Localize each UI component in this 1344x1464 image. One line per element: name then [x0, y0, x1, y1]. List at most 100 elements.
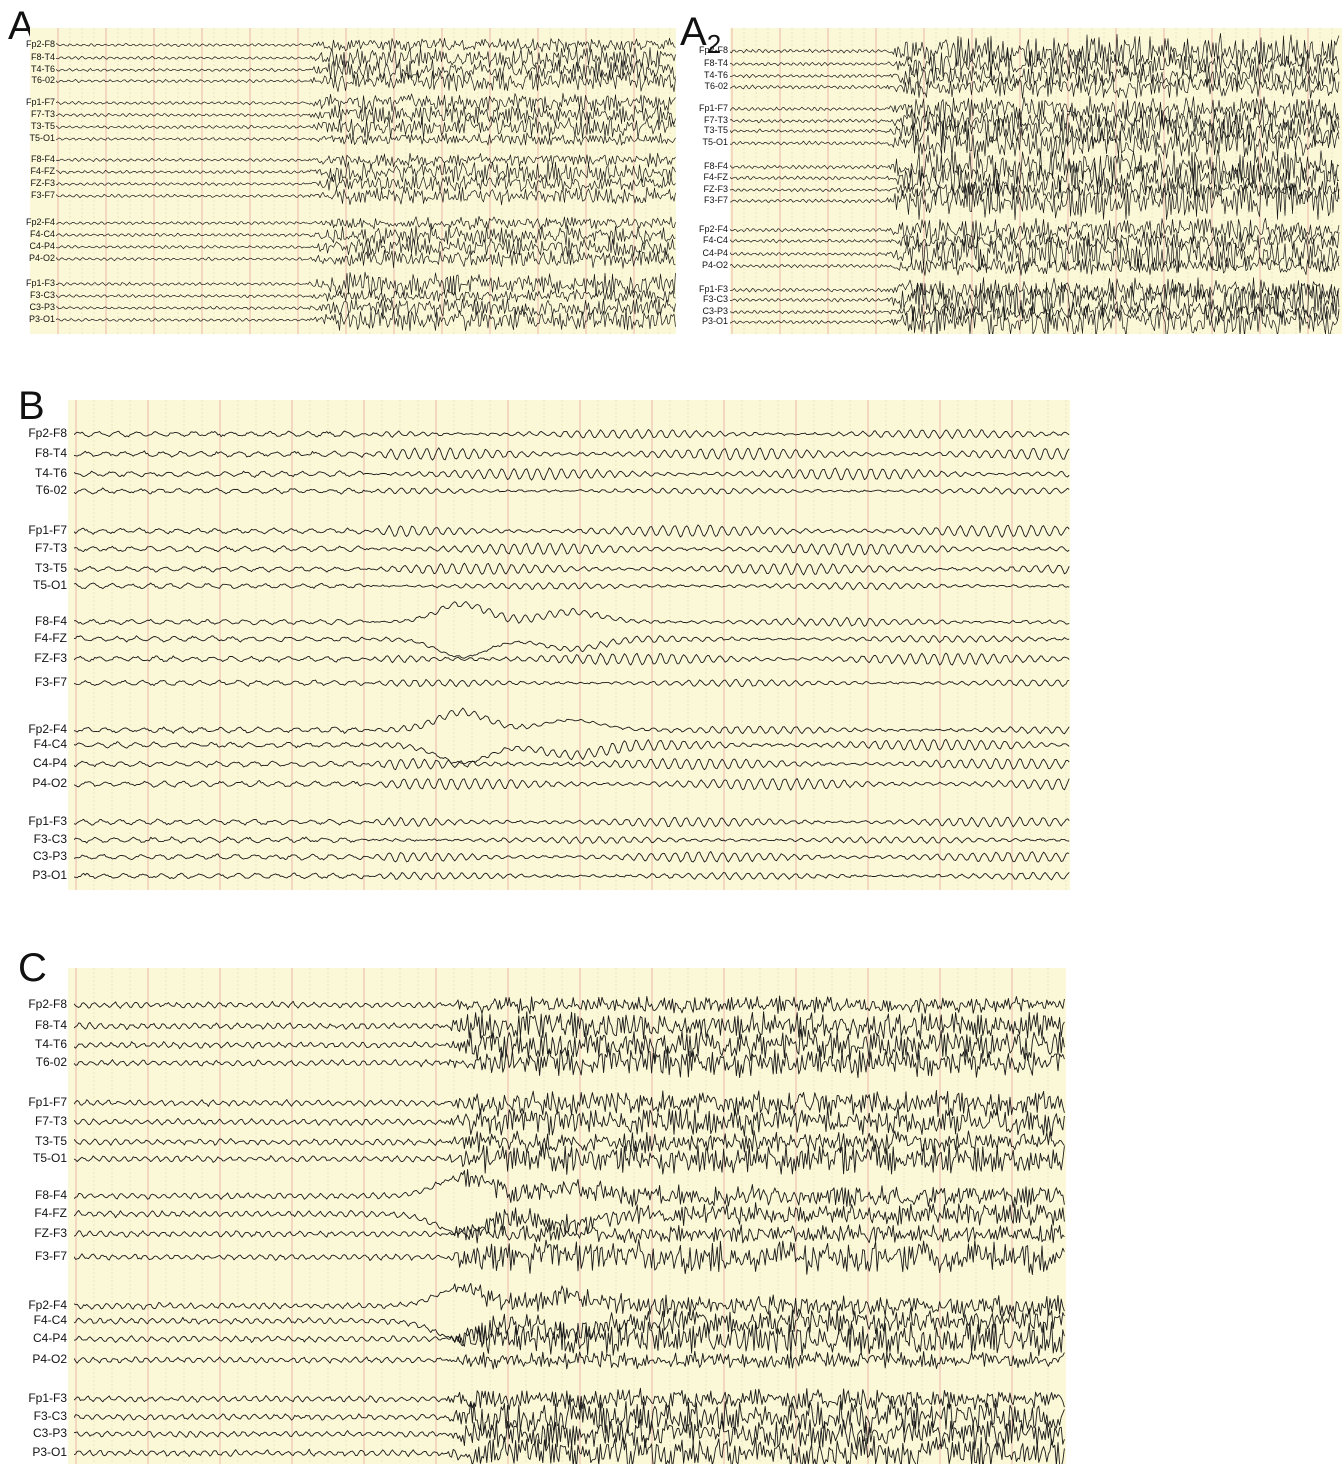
channel-label: F8-F4 [703, 161, 728, 172]
channel-label: F8-F4 [34, 1188, 67, 1203]
eeg-trace [74, 1011, 1065, 1041]
eeg-trace [74, 601, 1070, 627]
eeg-panel-a2 [730, 28, 1342, 334]
channel-label: Fp2-F8 [28, 997, 67, 1012]
channel-label: F8-T4 [34, 446, 67, 461]
eeg-trace [56, 236, 676, 257]
channel-label: C3-P3 [32, 849, 67, 864]
eeg-trace [730, 49, 1340, 78]
channel-label: T5-O1 [702, 137, 728, 148]
channel-label: Fp1-F7 [25, 97, 55, 108]
channel-label: Fp1-F3 [25, 278, 55, 289]
eeg-trace [74, 1435, 1065, 1464]
channel-label: F4-FZ [703, 172, 729, 183]
eeg-trace [74, 1089, 1065, 1118]
eeg-trace [730, 304, 1340, 334]
eeg-trace [74, 562, 1070, 576]
eeg-trace [730, 277, 1340, 303]
channel-label: F3-F7 [34, 675, 67, 690]
eeg-traces-c [74, 968, 1065, 1464]
channel-label: C3-P3 [29, 302, 55, 313]
channel-label: C4-P4 [32, 756, 67, 771]
eeg-trace [74, 738, 1070, 765]
eeg-trace [74, 542, 1070, 556]
channel-label: F7-T3 [34, 541, 67, 556]
channel-label: F3-F7 [703, 195, 728, 206]
channel-label: Fp1-F3 [28, 814, 67, 829]
panel-label-a2: A2 [680, 10, 722, 59]
eeg-trace [74, 581, 1070, 591]
eeg-trace [74, 1387, 1065, 1411]
channel-labels-b: Fp2-F8 F8-T4 T4-T6 T6-02 Fp1-F7 F7-T3 T3-T5 T5-… [0, 0, 67, 900]
eeg-trace [56, 160, 676, 183]
channel-label: T6-02 [35, 483, 67, 498]
channel-label: Fp1-F7 [28, 523, 67, 538]
eeg-trace [56, 298, 676, 318]
eeg-trace [74, 1202, 1065, 1241]
eeg-trace [56, 249, 676, 269]
channel-label: Fp1-F3 [28, 1391, 67, 1406]
channel-label: F8-T4 [703, 58, 728, 69]
eeg-trace [56, 47, 676, 70]
channel-label: T3-T5 [34, 561, 67, 576]
channel-label: T4-T6 [34, 1037, 67, 1052]
eeg-trace [74, 652, 1070, 666]
channel-label: Fp2-F8 [698, 45, 728, 56]
eeg-trace [730, 179, 1340, 201]
channel-label: T6-02 [31, 75, 55, 86]
eeg-traces-a1 [56, 28, 676, 334]
eeg-trace [730, 231, 1340, 252]
channel-labels-a1: Fp2-F8 F8-T4 T4-T6 T6-02 Fp1-F7 F7-T3 T3-T5 T5-… [0, 0, 55, 340]
channel-label: C4-P4 [32, 1331, 67, 1346]
channel-label: F4-C4 [33, 1313, 67, 1328]
channel-label: Fp2-F4 [28, 722, 67, 737]
eeg-trace [56, 93, 676, 113]
channel-label: T3-T5 [34, 1134, 67, 1149]
eeg-trace [730, 96, 1340, 122]
eeg-trace [730, 159, 1340, 197]
eeg-panel-b [68, 400, 1070, 890]
channel-label: F3-C3 [33, 832, 67, 847]
eeg-trace [56, 271, 676, 297]
eeg-trace [74, 1239, 1065, 1275]
eeg-trace [56, 37, 676, 53]
channel-label: F3-C3 [702, 294, 728, 305]
eeg-trace [56, 132, 676, 146]
eeg-trace [74, 836, 1070, 844]
eeg-trace [730, 301, 1340, 323]
eeg-trace [730, 63, 1340, 89]
eeg-trace [74, 816, 1070, 828]
channel-label: P4-O2 [32, 776, 67, 791]
eeg-trace [74, 995, 1065, 1015]
channel-label: P3-O1 [32, 1445, 67, 1460]
channel-label: F8-F4 [34, 614, 67, 629]
eeg-trace [730, 256, 1340, 276]
panel-label-b: B [18, 384, 45, 428]
eeg-trace [74, 428, 1070, 440]
channel-label: T5-O1 [32, 1151, 67, 1166]
eeg-trace [56, 175, 676, 193]
channel-label: F8-T4 [34, 1018, 67, 1033]
eeg-trace [74, 871, 1070, 881]
eeg-trace [56, 186, 676, 206]
channel-label: P4-O2 [701, 260, 728, 271]
channel-label: F3-C3 [33, 1409, 67, 1424]
eeg-traces-b [74, 400, 1070, 890]
channel-label: P3-O1 [701, 316, 728, 327]
channel-label: T5-O1 [32, 578, 67, 593]
channel-label: Fp1-F3 [698, 284, 728, 295]
channel-label: F8-F4 [30, 154, 55, 165]
eeg-trace [74, 524, 1070, 538]
eeg-trace [56, 288, 676, 303]
channel-label: C3-P3 [702, 306, 728, 317]
channel-label: T6-02 [35, 1055, 67, 1070]
eeg-trace [74, 635, 1070, 659]
eeg-trace [74, 1168, 1065, 1208]
channel-label: Fp1-F7 [28, 1095, 67, 1110]
eeg-trace [74, 1224, 1065, 1244]
eeg-trace [74, 1321, 1065, 1357]
channel-label: F4-FZ [34, 631, 67, 646]
channel-label: Fp2-F4 [698, 224, 728, 235]
eeg-trace [56, 216, 676, 231]
channel-label: T5-O1 [29, 133, 55, 144]
